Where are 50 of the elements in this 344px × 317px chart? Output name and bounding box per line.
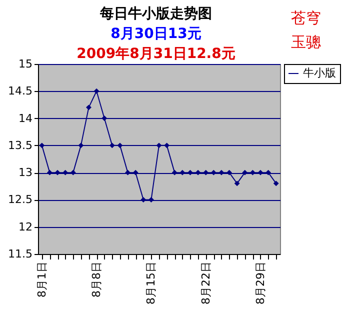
point [156, 142, 162, 148]
point [210, 170, 216, 176]
point [266, 170, 272, 176]
x-tick-label: 8月1日 [35, 262, 48, 298]
point [117, 142, 123, 148]
y-tick-label: 14 [18, 112, 32, 125]
y-tick-label: 11.5 [8, 248, 32, 260]
text: 苍穹 [291, 9, 321, 27]
point [180, 170, 186, 176]
point [102, 116, 108, 122]
point [195, 170, 201, 176]
y-tick-label: 12.5 [8, 193, 32, 206]
point [109, 142, 115, 148]
point [39, 142, 45, 148]
point [125, 170, 131, 176]
y-tick-label: 15 [18, 58, 32, 70]
x-tick-label: 8月29日 [254, 262, 267, 304]
x-tick-label: 8月8日 [90, 262, 104, 298]
point [218, 170, 224, 176]
point [234, 180, 240, 186]
point [86, 104, 92, 110]
point [132, 170, 138, 176]
point [62, 170, 68, 176]
point [164, 142, 170, 148]
text: 2009年8月31日12.8元 [76, 46, 236, 62]
point [172, 170, 178, 176]
chart-subtitle: 8月30日13元 [110, 26, 202, 42]
text: 玉骢 [291, 33, 321, 51]
point [250, 170, 256, 176]
point [187, 170, 193, 176]
x-tick-label: 8月15日 [144, 262, 158, 304]
point [46, 170, 52, 176]
legend-label: 牛小版 [303, 66, 336, 80]
point [54, 170, 60, 176]
y-tick-label: 12 [18, 220, 32, 234]
point [242, 170, 248, 176]
point [94, 88, 100, 94]
point [258, 170, 264, 176]
point [70, 170, 76, 176]
x-tick-label: 8月22日 [199, 262, 212, 304]
y-tick-label: 13.5 [8, 138, 32, 152]
y-tick-label: 13 [18, 166, 32, 180]
point [148, 196, 154, 202]
point [140, 196, 146, 202]
point [78, 142, 84, 148]
chart-title: 每日牛小版走势图 [99, 6, 212, 22]
y-tick-label: 14.5 [8, 84, 32, 98]
point [226, 170, 232, 176]
point [203, 170, 209, 176]
point [273, 180, 279, 186]
